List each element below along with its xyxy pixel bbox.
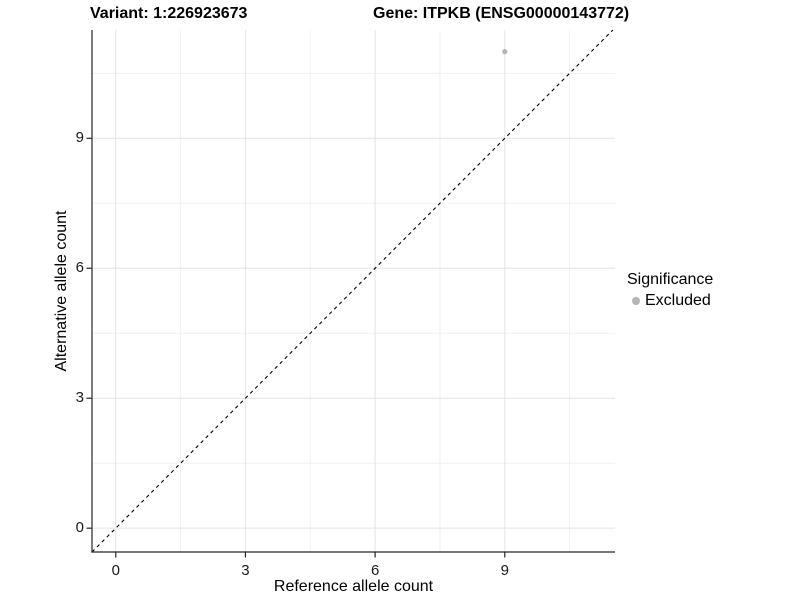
x-tick-label: 9 bbox=[500, 562, 509, 579]
x-tick-label: 3 bbox=[241, 562, 250, 579]
x-tick-label: 0 bbox=[111, 562, 120, 579]
legend-point-marker-icon bbox=[632, 297, 640, 305]
x-axis-title: Reference allele count bbox=[273, 578, 434, 595]
x-tick-label: 6 bbox=[370, 562, 380, 579]
variant-title: Variant: 1:226923673 bbox=[90, 5, 248, 22]
data-point bbox=[502, 49, 508, 55]
legend-title: Significance bbox=[627, 271, 714, 288]
identity-reference-line bbox=[91, 29, 614, 553]
y-tick-label: 9 bbox=[75, 129, 84, 147]
y-axis-title: Alternative allele count bbox=[53, 210, 70, 372]
y-tick-label: 6 bbox=[75, 259, 84, 277]
y-tick-label: 0 bbox=[75, 519, 84, 537]
legend-item: Excluded bbox=[632, 292, 713, 310]
gene-title: Gene: ITPKB (ENSG00000143772) bbox=[373, 5, 630, 22]
legend-item-label: Excluded bbox=[645, 292, 711, 309]
legend: Significance Excluded bbox=[627, 270, 713, 310]
y-tick-label: 3 bbox=[75, 389, 84, 407]
